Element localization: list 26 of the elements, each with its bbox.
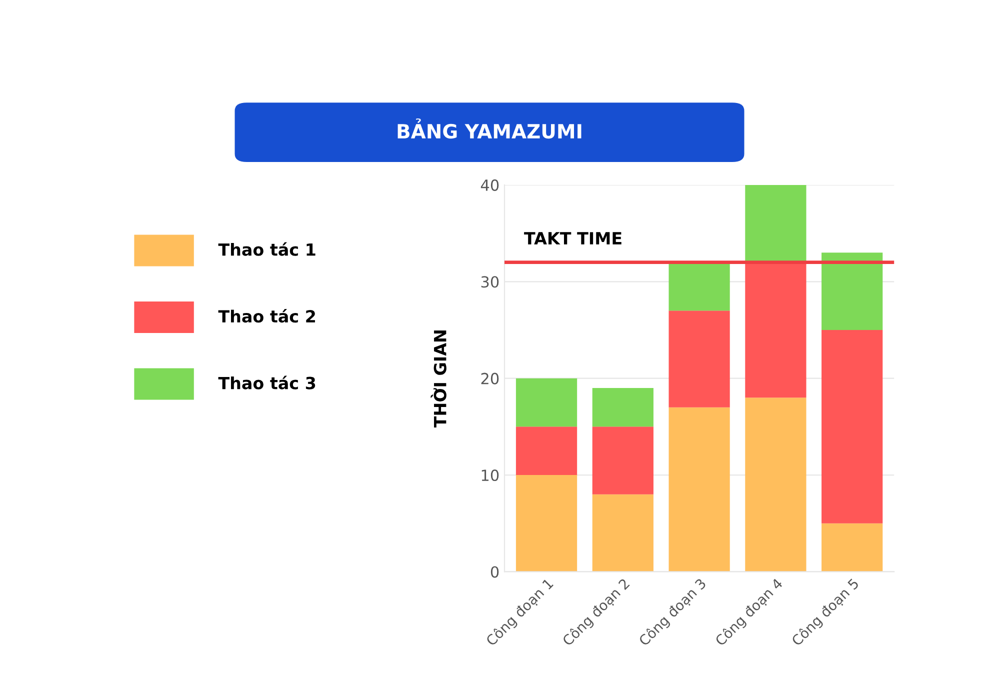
bar: [668, 310, 730, 408]
bar: [745, 398, 806, 572]
y-tick-label: 20: [481, 372, 499, 384]
chart-title: BẢNG YAMAZUMI: [398, 118, 582, 139]
bar: [668, 262, 730, 311]
y-tick-label: 0: [490, 566, 499, 578]
bar: [822, 523, 883, 572]
bar: [592, 388, 654, 427]
ref-line-label: TAKT TIME: [524, 232, 622, 244]
y-tick-label: 40: [480, 179, 499, 191]
bar: [745, 262, 806, 398]
legend-label: Thao tác 2: [218, 309, 315, 323]
bar: [592, 426, 654, 494]
bar: [668, 407, 730, 572]
bar: [745, 184, 806, 262]
y-tick-label: 10: [482, 469, 499, 482]
bar: [516, 426, 578, 476]
y-axis-title: THỜI GIAN: [430, 330, 446, 428]
bar: [592, 494, 654, 572]
bar: [516, 378, 578, 427]
legend-label: Thao tác 3: [218, 376, 316, 390]
legend-label: Thao tác 1: [218, 242, 316, 256]
bar: [822, 252, 883, 330]
bar: [822, 330, 883, 524]
bar: [516, 475, 578, 572]
y-tick-label: 30: [481, 276, 499, 288]
